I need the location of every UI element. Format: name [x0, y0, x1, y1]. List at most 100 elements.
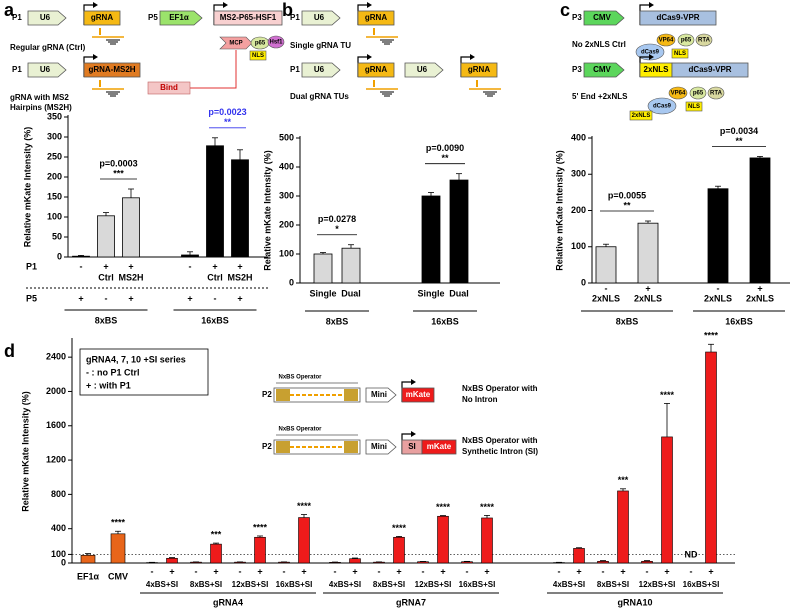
x-tick-label: +: [212, 261, 217, 271]
schematic-label: gRNA: [365, 65, 387, 74]
significance: *: [335, 224, 339, 234]
pair-label: 12xBS+SI: [639, 580, 676, 589]
bar: [461, 561, 473, 564]
schematic-label: No 2xNLS Ctrl: [572, 40, 626, 49]
nls-tag: [249, 50, 267, 61]
y-tick-label: 400: [51, 523, 66, 533]
x-tick-label: Single: [417, 288, 444, 298]
schematic-label: gRNA: [468, 65, 490, 74]
p-value: p=0.0023: [208, 107, 246, 117]
significance: ***: [618, 475, 629, 485]
bar: [573, 548, 585, 564]
gene-box: [460, 62, 498, 78]
group-label: 8xBS: [326, 316, 349, 326]
pair-label: 16xBS+SI: [683, 580, 720, 589]
bar: [110, 533, 126, 564]
y-axis-title: Relative mKate Intensity (%): [20, 391, 30, 512]
promoter-shape: [27, 62, 67, 78]
x-tick-label: -: [466, 566, 469, 576]
x-tick-label: -: [283, 566, 286, 576]
significance: ****: [436, 502, 451, 512]
y-tick-label: 300: [47, 131, 62, 141]
legend-text: - : no P1 Ctrl: [86, 367, 140, 377]
y-tick-label: 400: [571, 132, 586, 142]
tss-arrowhead: [411, 379, 416, 385]
bar: [231, 159, 249, 258]
schematic-label: EF1α: [169, 13, 189, 22]
y-tick-label: 0: [581, 277, 586, 287]
promoter-shape: [27, 10, 67, 26]
group-label: 8xBS: [616, 316, 639, 326]
x-tick-label: -: [334, 566, 337, 576]
x-tick-label: Ctrl: [207, 272, 223, 282]
protein-domain: [695, 33, 713, 47]
bar: [298, 517, 310, 564]
schematic-label: P1: [290, 65, 300, 74]
x-tick-label: +: [237, 261, 242, 271]
schematic-label: dCas9: [653, 104, 672, 110]
gene-box: [421, 439, 457, 455]
p-value: p=0.0034: [720, 126, 758, 136]
schematic-label: SI: [408, 442, 416, 451]
gene-box: [357, 10, 395, 26]
p-value: p=0.0055: [608, 190, 646, 200]
panel-label: c: [560, 0, 570, 20]
bar: [210, 543, 222, 564]
bar: [661, 436, 673, 564]
promoter-shape: [404, 62, 444, 78]
y-tick-label: 250: [47, 151, 62, 161]
panel-label: d: [4, 341, 15, 361]
y-tick-label: 500: [279, 132, 294, 142]
nls-tag: [629, 110, 653, 121]
y-tick-label: 200: [47, 171, 62, 181]
schematic-label: P3: [572, 13, 582, 22]
x-tick-label: 2xNLS: [634, 293, 662, 303]
schematic-label: NLS: [252, 53, 264, 59]
group-label: gRNA10: [617, 597, 652, 607]
x-tick-label: -: [717, 283, 720, 293]
schematic-label: U6: [40, 65, 51, 74]
significance: **: [224, 117, 232, 127]
y-tick-label: 800: [51, 489, 66, 499]
binding-site: [344, 441, 358, 453]
y-tick-label: 350: [47, 111, 62, 121]
binding-site: [276, 389, 290, 401]
schematic-label: P1: [12, 13, 22, 22]
x-tick-label: -: [105, 293, 108, 303]
y-tick-label: 2400: [46, 352, 66, 362]
schematic-label: dCas9-VPR: [656, 13, 699, 22]
schematic-label: Hairpins (MS2H): [10, 103, 72, 112]
schematic-label: P2: [262, 390, 272, 399]
tss-arrowhead: [223, 2, 228, 8]
x-tick-label: EF1α: [77, 571, 100, 581]
tss-arrowhead: [649, 54, 654, 60]
tss-arrowhead: [411, 431, 416, 437]
pair-label: 8xBS+SI: [373, 580, 405, 589]
schematic-label: P3: [572, 65, 582, 74]
bar: [417, 561, 429, 564]
bar: [481, 517, 493, 564]
x-tick-label: +: [664, 566, 669, 576]
schematic-label: P2: [262, 442, 272, 451]
group-label: 8xBS: [95, 315, 118, 325]
significance: ****: [253, 522, 268, 532]
schematic-label: mKate: [427, 442, 452, 451]
x-tick-label: MS2H: [227, 272, 252, 282]
legend-box: [79, 348, 209, 396]
schematic-label: P1: [290, 13, 300, 22]
schematic-label: NLS: [688, 104, 700, 110]
x-tick-label: -: [195, 566, 198, 576]
x-tick-label: +: [103, 261, 108, 271]
x-tick-label: 2xNLS: [592, 293, 620, 303]
y-tick-label: 100: [571, 241, 586, 251]
promoter-shape: [301, 62, 341, 78]
bind-box: [147, 81, 191, 95]
x-tick-label: +: [757, 283, 762, 293]
x-tick-label: +: [708, 566, 713, 576]
pair-label: 8xBS+SI: [597, 580, 629, 589]
mini-promoter: [365, 439, 397, 455]
schematic-label: P5: [148, 13, 158, 22]
pair-label: 4xBS+SI: [329, 580, 361, 589]
schematic-label: P1: [12, 65, 22, 74]
bar: [437, 515, 449, 564]
